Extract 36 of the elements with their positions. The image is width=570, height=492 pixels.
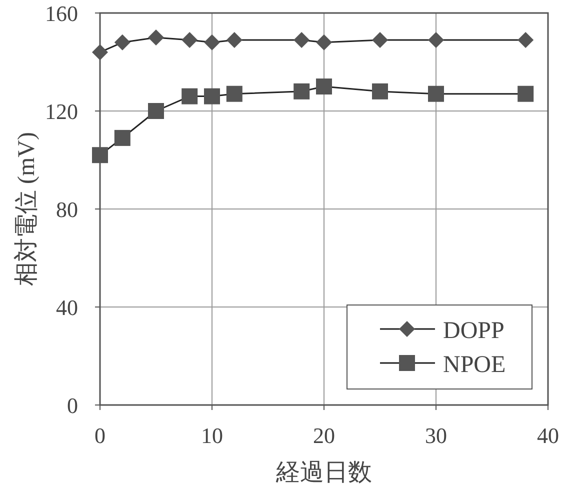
point (294, 32, 310, 48)
x-tick-label: 10 (201, 423, 223, 448)
point (316, 34, 332, 50)
x-tick-label: 20 (313, 423, 335, 448)
point (114, 130, 130, 146)
point (372, 32, 388, 48)
point (428, 86, 444, 102)
y-tick-label: 40 (56, 295, 78, 320)
y-tick-label: 0 (67, 393, 78, 418)
point (372, 83, 388, 100)
point (148, 103, 164, 119)
x-axis-title: 経過日数 (275, 460, 372, 486)
legend-label: NPOE (443, 352, 506, 378)
point (92, 147, 108, 164)
point (294, 83, 310, 100)
point (226, 32, 242, 48)
point (428, 32, 444, 48)
point (204, 88, 220, 104)
x-tick-label: 30 (425, 423, 447, 448)
point (518, 86, 534, 102)
y-axis-title: 相対電位 (mV) (13, 132, 40, 286)
point (316, 78, 332, 94)
point (518, 32, 534, 48)
point (182, 32, 198, 48)
point (114, 34, 130, 50)
point (148, 30, 164, 46)
legend-label: DOPP (443, 318, 504, 344)
y-tick-label: 120 (45, 99, 78, 124)
x-tick-label: 0 (94, 423, 106, 448)
y-tick-label: 80 (56, 197, 78, 222)
point (92, 44, 108, 60)
point (182, 88, 198, 104)
y-tick-label: 160 (45, 1, 78, 26)
x-tick-label: 40 (537, 423, 559, 448)
point (204, 34, 220, 50)
point (226, 86, 242, 102)
